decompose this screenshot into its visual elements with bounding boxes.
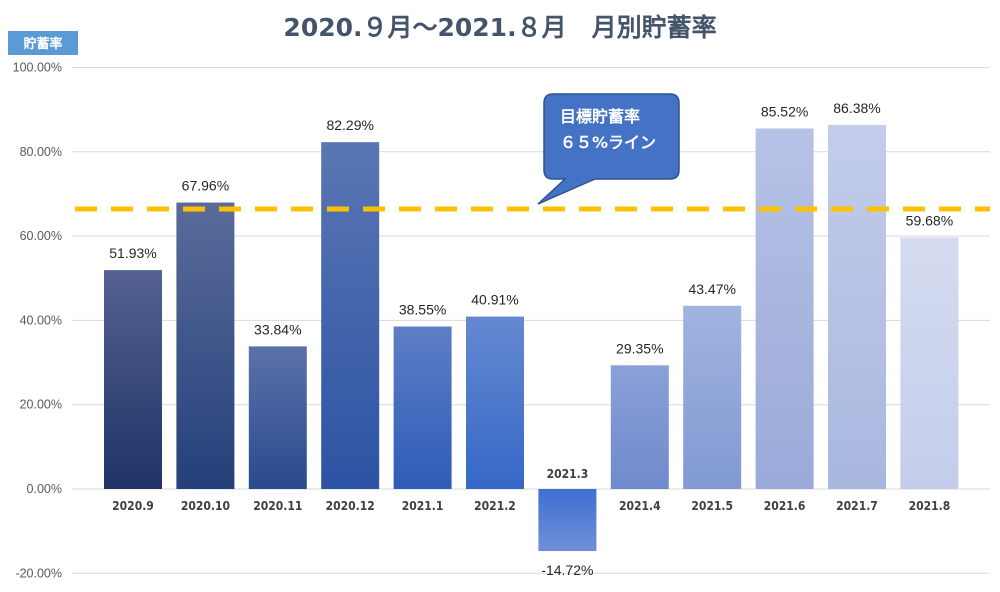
data-label: 82.29% — [326, 117, 373, 133]
data-label: 67.96% — [182, 178, 229, 194]
y-axis-label-text: 貯蓄率 — [23, 36, 62, 52]
data-label: 86.38% — [833, 100, 880, 116]
data-label: 51.93% — [109, 245, 156, 261]
bar-2021.4 — [610, 365, 669, 489]
bar-2021.7 — [828, 124, 886, 490]
bar-2020.9 — [104, 270, 162, 489]
y-tick-label: 20.00% — [20, 398, 62, 412]
bar-2021.8 — [900, 237, 959, 489]
x-tick-label: 2021.5 — [691, 499, 733, 513]
y-tick-label: -20.00% — [15, 566, 62, 580]
x-tick-label: 2020.11 — [253, 499, 302, 513]
bar-2021.6 — [755, 128, 814, 489]
data-label: -14.72% — [541, 562, 593, 578]
bar-2021.3 — [538, 489, 597, 552]
x-tick-label: 2021.8 — [909, 499, 951, 513]
y-axis-ticks: -20.00% 0.00% 20.00% 40.00% 60.00% 80.00% 100.… — [13, 61, 62, 581]
data-label: 33.84% — [254, 321, 301, 337]
bars — [104, 124, 959, 552]
data-label: 29.35% — [616, 340, 663, 356]
data-label: 59.68% — [906, 212, 953, 228]
chart-title: 2020.９月～2021.８月 月別貯蓄率 — [283, 13, 716, 42]
y-tick-label: 0.00% — [27, 482, 62, 496]
x-tick-label: 2020.9 — [112, 499, 154, 513]
x-tick-label: 2021.4 — [619, 499, 661, 513]
bar-2021.2 — [466, 316, 524, 489]
x-tick-label: 2020.12 — [326, 499, 375, 513]
y-axis-label: 貯蓄率 — [8, 31, 78, 55]
bar-2020.11 — [248, 346, 307, 489]
data-label: 85.52% — [761, 104, 808, 120]
callout-line2: ６５%ライン — [560, 133, 656, 152]
callout-bubble — [537, 93, 680, 205]
y-tick-label: 40.00% — [20, 313, 62, 327]
x-tick-label: 2020.10 — [181, 499, 230, 513]
x-tick-label: 2021.1 — [402, 499, 444, 513]
data-label: 43.47% — [688, 281, 735, 297]
x-tick-label: 2021.3 — [547, 467, 589, 481]
data-labels: 51.93% 67.96% 33.84% 82.29% 38.55% 40.91% -14.… — [109, 100, 953, 578]
y-tick-label: 80.00% — [20, 145, 62, 159]
y-tick-label: 100.00% — [13, 61, 62, 75]
data-label: 40.91% — [471, 292, 518, 308]
x-tick-label: 2021.2 — [474, 499, 516, 513]
bar-2021.5 — [683, 305, 742, 489]
bar-2020.12 — [321, 142, 380, 489]
bar-2021.1 — [393, 326, 452, 489]
x-tick-label: 2021.6 — [764, 499, 806, 513]
bar-2020.10 — [176, 202, 235, 490]
callout-line1: 目標貯蓄率 — [560, 107, 640, 126]
x-tick-label: 2021.7 — [836, 499, 878, 513]
target-callout: 目標貯蓄率 ６５%ライン — [537, 93, 680, 205]
data-label: 38.55% — [399, 302, 446, 318]
y-tick-label: 60.00% — [20, 229, 62, 243]
x-axis-ticks: 2020.9 2020.10 2020.11 2020.12 2021.1 2021.2 2… — [112, 467, 950, 513]
